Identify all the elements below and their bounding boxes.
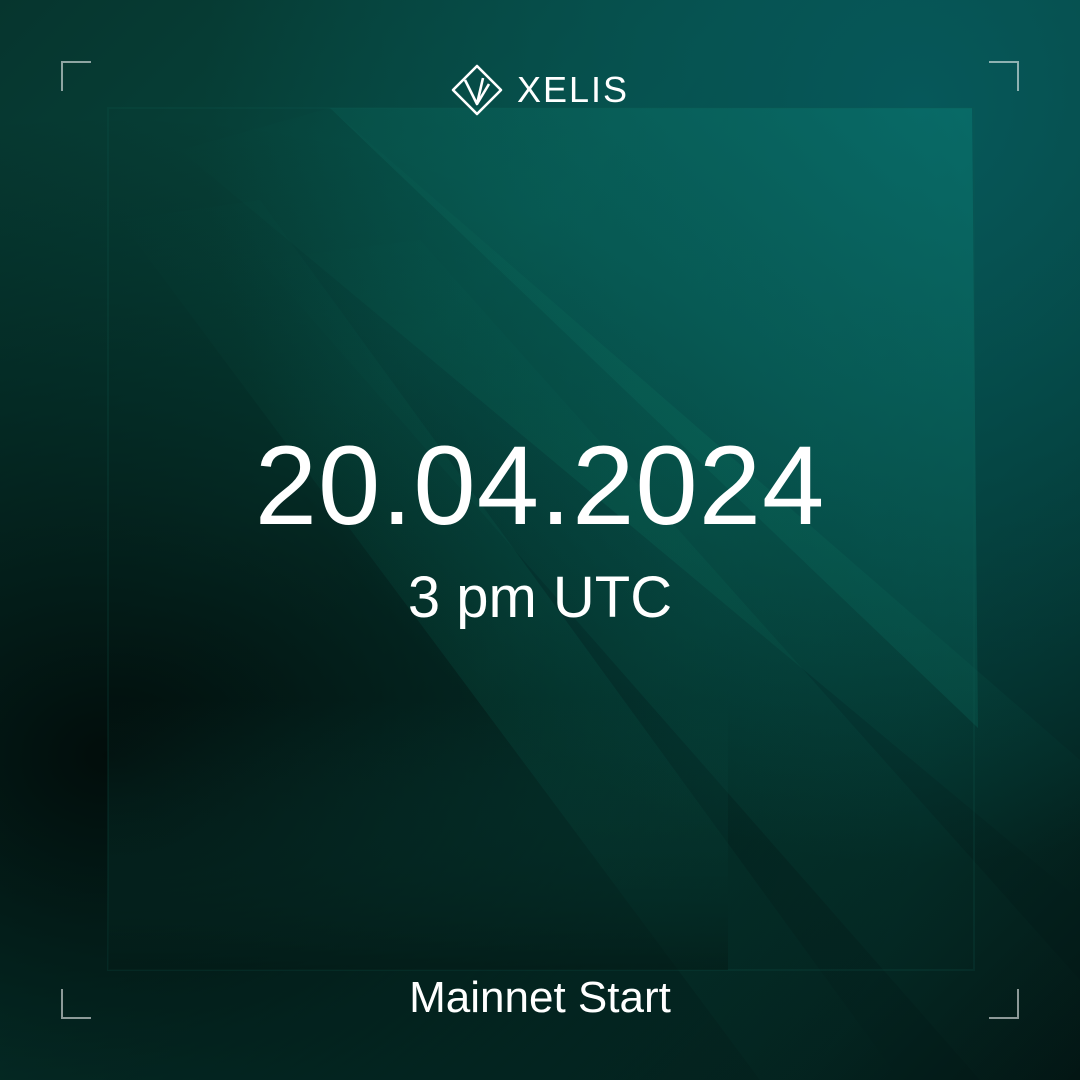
event-date: 20.04.2024 [254,423,826,548]
corner-bracket-top-left [61,61,91,91]
corner-bracket-bottom-right [989,989,1019,1019]
brand-name: XELIS [516,69,630,110]
brand-logo: XELIS [0,64,1080,116]
corner-bracket-top-right [989,61,1019,91]
corner-bracket-bottom-left [61,989,91,1019]
event-title: Mainnet Start [409,973,671,1022]
event-time: 3 pm UTC [407,565,673,630]
xelis-diamond-logo-icon [451,64,503,116]
